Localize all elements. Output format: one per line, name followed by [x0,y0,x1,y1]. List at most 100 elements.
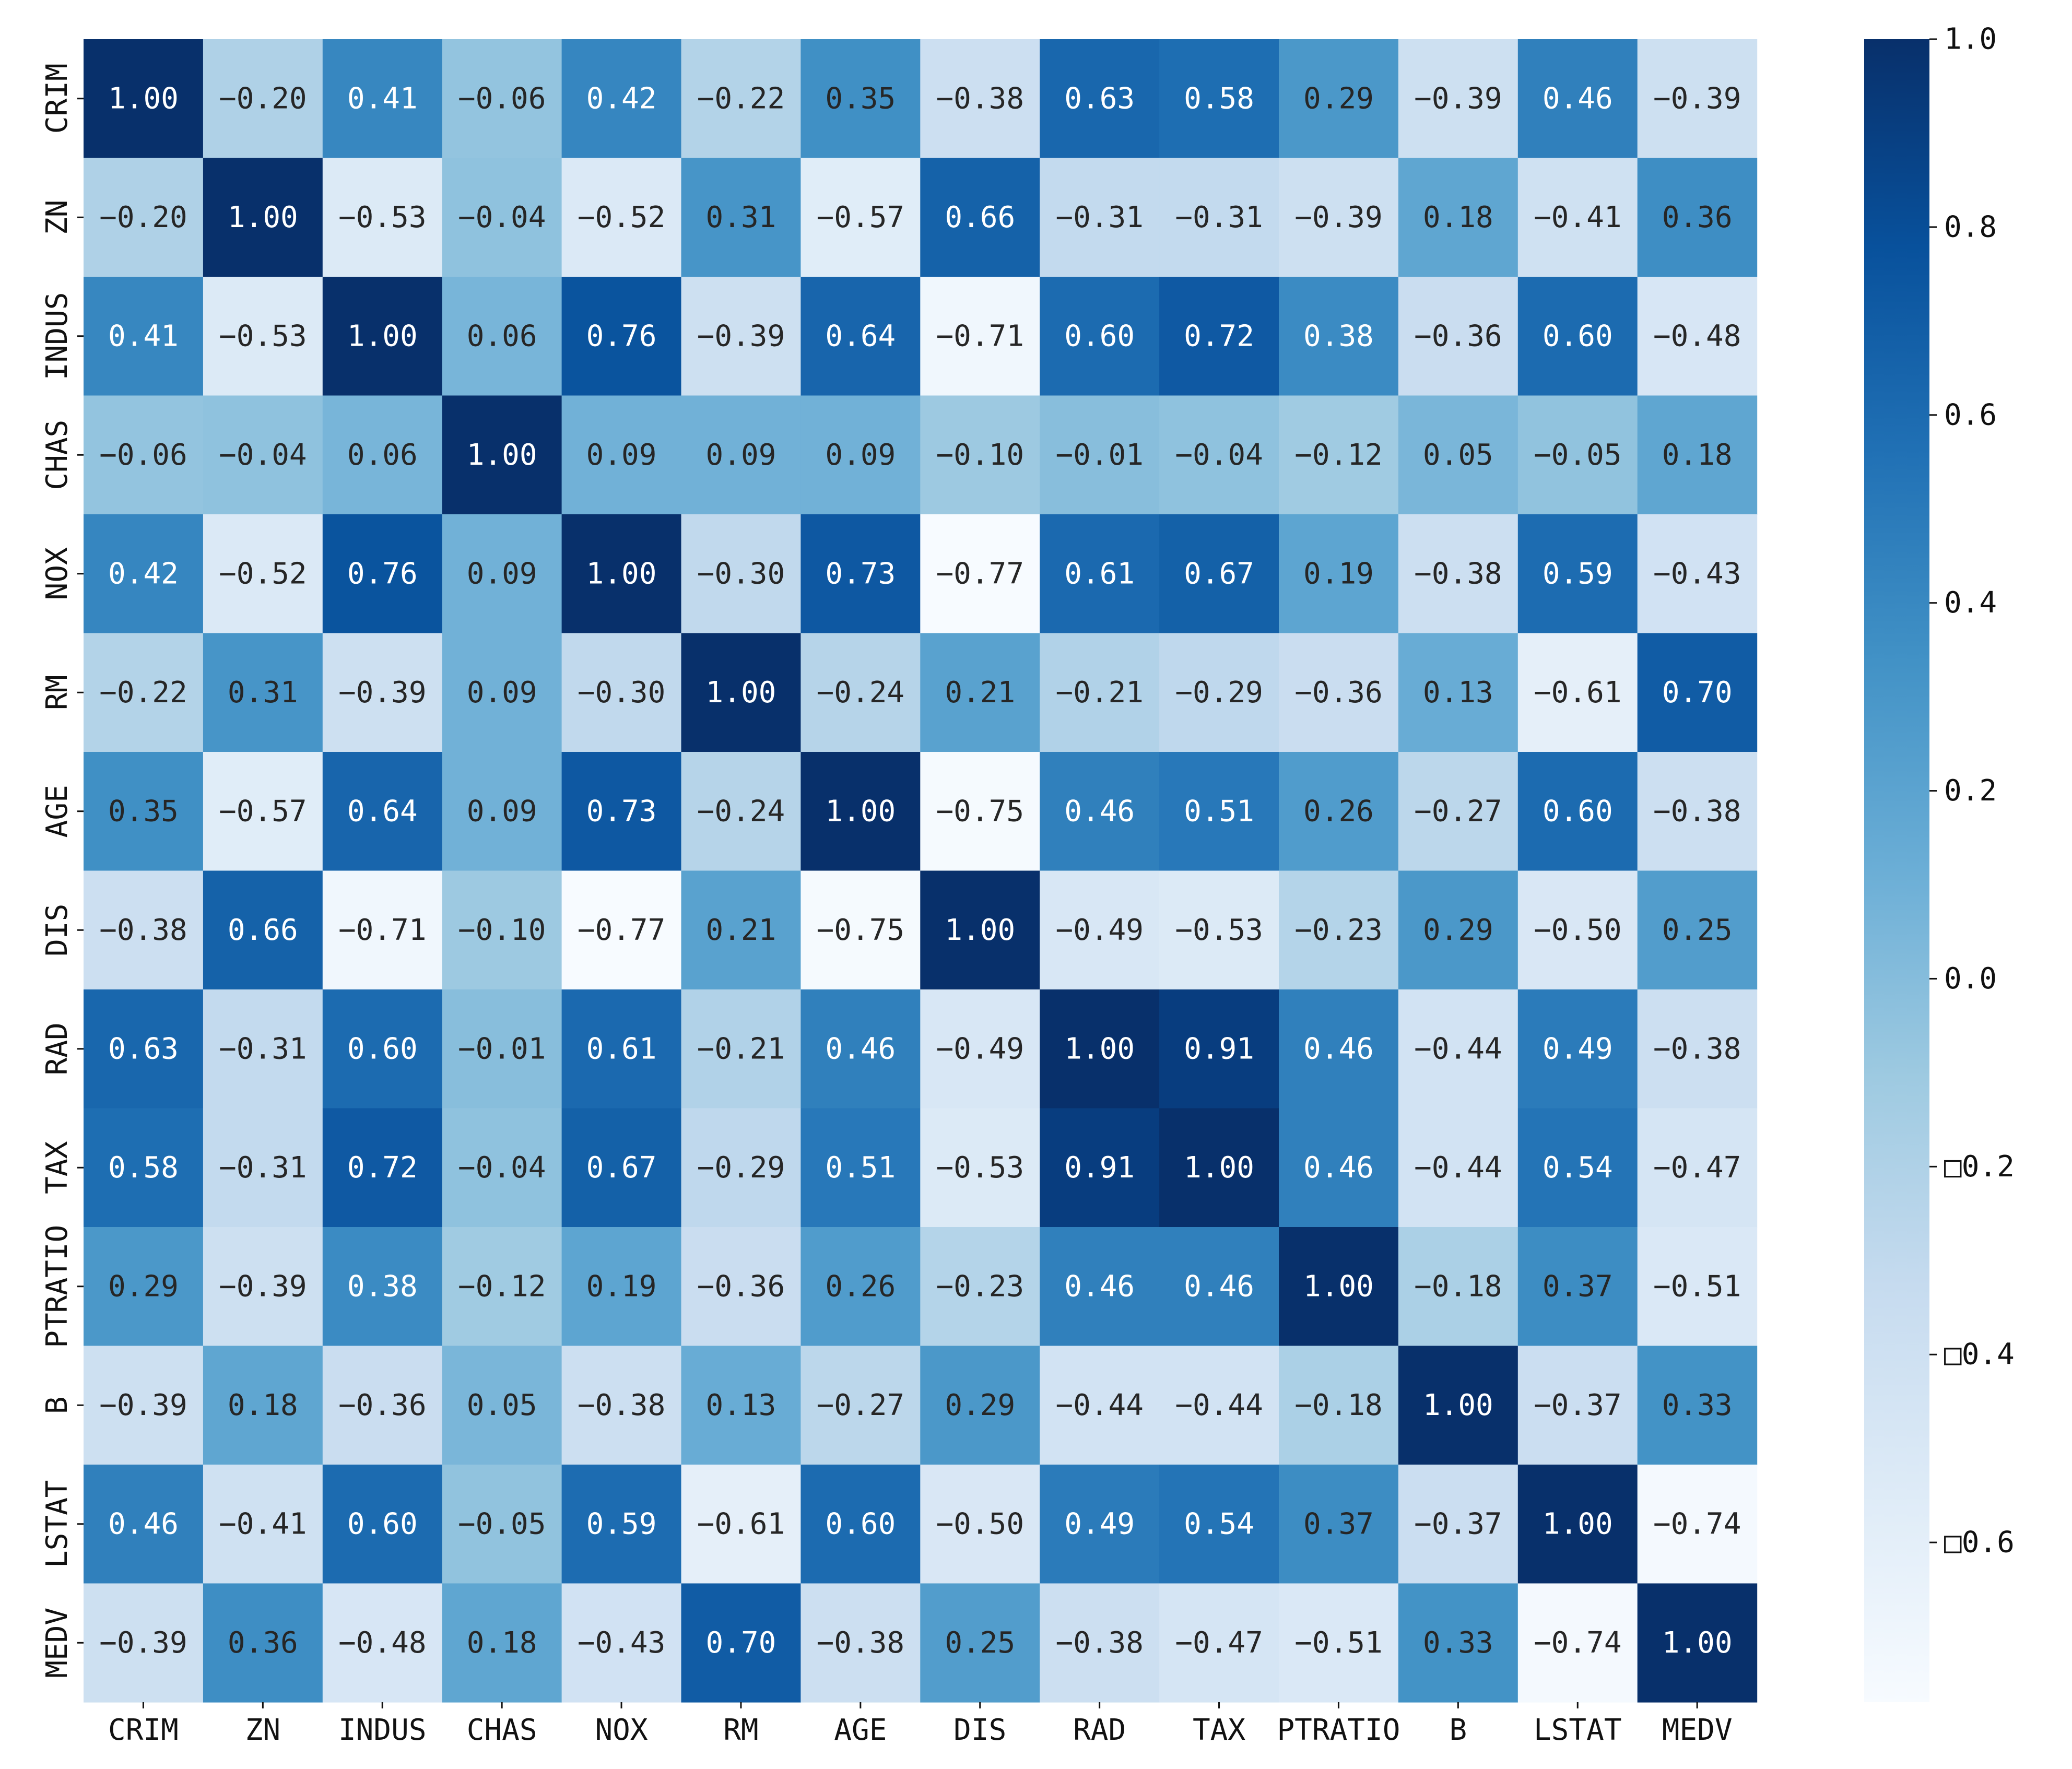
heatmap-cell-lstat-lstat [1517,1465,1638,1584]
cell-value-label: −0.04 [458,1151,546,1185]
cell-value-label: −0.61 [697,1507,785,1541]
cell-value-label: 0.91 [1064,1151,1135,1185]
heatmap-cell-medv-dis [920,1583,1040,1703]
heatmap-cell-b-lstat [1517,1346,1638,1465]
cell-value-label: −0.43 [1653,557,1741,591]
heatmap-cell-tax-ptratio [1279,1108,1399,1228]
heatmap-cell-ptratio-tax [1159,1227,1279,1347]
y-tick-label: ZN [40,200,74,235]
cell-value-label: 1.00 [1423,1388,1493,1422]
y-tick-label: CRIM [40,63,74,134]
cell-value-label: 0.38 [347,1269,418,1303]
heatmap-cell-crim-ptratio [1279,39,1399,159]
cell-value-label: 0.09 [825,438,896,472]
cell-value-label: 0.21 [706,913,776,947]
heatmap-cell-dis-rad [1040,870,1160,990]
cell-value-label: −0.51 [1294,1626,1383,1660]
cell-value-label: −0.57 [219,794,307,828]
heatmap-cell-tax-indus [322,1108,443,1228]
heatmap-cell-crim-b [1398,39,1518,159]
heatmap-cell-rm-nox [561,633,682,752]
cell-value-label: −0.20 [219,81,307,115]
cell-value-label: −0.39 [1414,81,1502,115]
cell-value-label: 1.00 [1184,1151,1254,1185]
cell-value-label: 0.33 [1423,1626,1493,1660]
cell-value-label: 0.54 [1184,1507,1254,1541]
cell-value-label: 1.00 [945,913,1015,947]
cell-value-label: 0.25 [1662,913,1733,947]
cell-value-label: 0.70 [1662,676,1733,710]
heatmap-cell-nox-crim [84,514,204,634]
cell-value-label: −0.48 [338,1626,427,1660]
heatmap-cell-indus-b [1398,277,1518,396]
heatmap-cell-chas-rm [681,395,801,515]
cell-value-label: 0.51 [825,1151,896,1185]
cell-value-label: −0.04 [1175,438,1263,472]
heatmap-cell-zn-crim [84,158,204,277]
cell-value-label: 0.06 [467,319,537,353]
heatmap-cell-zn-indus [322,158,443,277]
heatmap-cell-age-chas [442,752,562,871]
cell-value-label: −0.36 [697,1269,785,1303]
cell-value-label: 0.67 [586,1151,657,1185]
heatmap-cell-rm-tax [1159,633,1279,752]
colorbar: 1.0 0.8 0.6 0.4 0.2 0.0 □0.2 □0.4 □0.6 [1864,22,2015,1702]
cell-value-label: −0.21 [1055,676,1144,710]
heatmap-cell-indus-rm [681,277,801,396]
cell-value-label: 0.05 [1423,438,1493,472]
cell-value-label: −0.41 [219,1507,307,1541]
cell-value-label: 0.58 [1184,81,1254,115]
cell-value-label: 0.05 [467,1388,537,1422]
heatmap-cell-rm-age [800,633,921,752]
x-tick-label: INDUS [338,1713,427,1747]
cell-value-label: 0.60 [1543,794,1613,828]
cell-value-label: 0.61 [586,1032,657,1066]
cell-value-label: −0.53 [338,201,427,234]
cell-value-label: −0.52 [578,201,666,234]
heatmap-cell-ptratio-rad [1040,1227,1160,1347]
heatmap-cell-dis-indus [322,870,443,990]
heatmap-cell-b-ptratio [1279,1346,1399,1465]
cell-value-label: −0.04 [219,438,307,472]
cell-value-label: −0.36 [1414,319,1502,353]
heatmap-cell-medv-lstat [1517,1583,1638,1703]
y-tick-label: MEDV [40,1608,74,1678]
heatmap-cell-ptratio-nox [561,1227,682,1347]
heatmap-cell-tax-nox [561,1108,682,1228]
heatmap-cell-chas-lstat [1517,395,1638,515]
cell-value-label: 0.46 [1184,1269,1254,1303]
cell-value-label: 0.41 [108,319,179,353]
heatmap-cell-dis-lstat [1517,870,1638,990]
cell-value-label: 0.46 [1064,794,1135,828]
heatmap-cell-indus-age [800,277,921,396]
heatmap-cell-chas-dis [920,395,1040,515]
cell-value-label: −0.38 [1055,1626,1144,1660]
cell-value-label: 0.42 [586,81,657,115]
heatmap-cell-rad-tax [1159,989,1279,1109]
heatmap-cell-indus-ptratio [1279,277,1399,396]
heatmap-cell-lstat-chas [442,1465,562,1584]
colorbar-tick-label: □0.4 [1944,1338,2015,1372]
cell-value-label: 0.49 [1064,1507,1135,1541]
cell-value-label: 0.38 [1303,319,1374,353]
colorbar-tick-label: 0.0 [1944,962,1997,996]
cell-value-label: −0.37 [1414,1507,1502,1541]
heatmap-cell-ptratio-lstat [1517,1227,1638,1347]
heatmap-cell-indus-crim [84,277,204,396]
heatmap-cell-b-age [800,1346,921,1465]
x-tick-label: RAD [1073,1713,1126,1747]
cell-value-label: 0.37 [1303,1507,1374,1541]
heatmap-cell-rad-ptratio [1279,989,1399,1109]
heatmap-cell-b-b [1398,1346,1518,1465]
heatmap-cell-lstat-nox [561,1465,682,1584]
heatmap-cell-chas-crim [84,395,204,515]
x-tick-label: CHAS [467,1713,537,1747]
heatmap-cell-lstat-indus [322,1465,443,1584]
heatmap-cell-zn-age [800,158,921,277]
heatmap-cell-zn-zn [203,158,323,277]
heatmap-cell-chas-medv [1637,395,1758,515]
cell-value-label: −0.36 [338,1388,427,1422]
heatmap-cell-lstat-medv [1637,1465,1758,1584]
cell-value-label: −0.75 [817,913,905,947]
heatmap-cell-ptratio-chas [442,1227,562,1347]
